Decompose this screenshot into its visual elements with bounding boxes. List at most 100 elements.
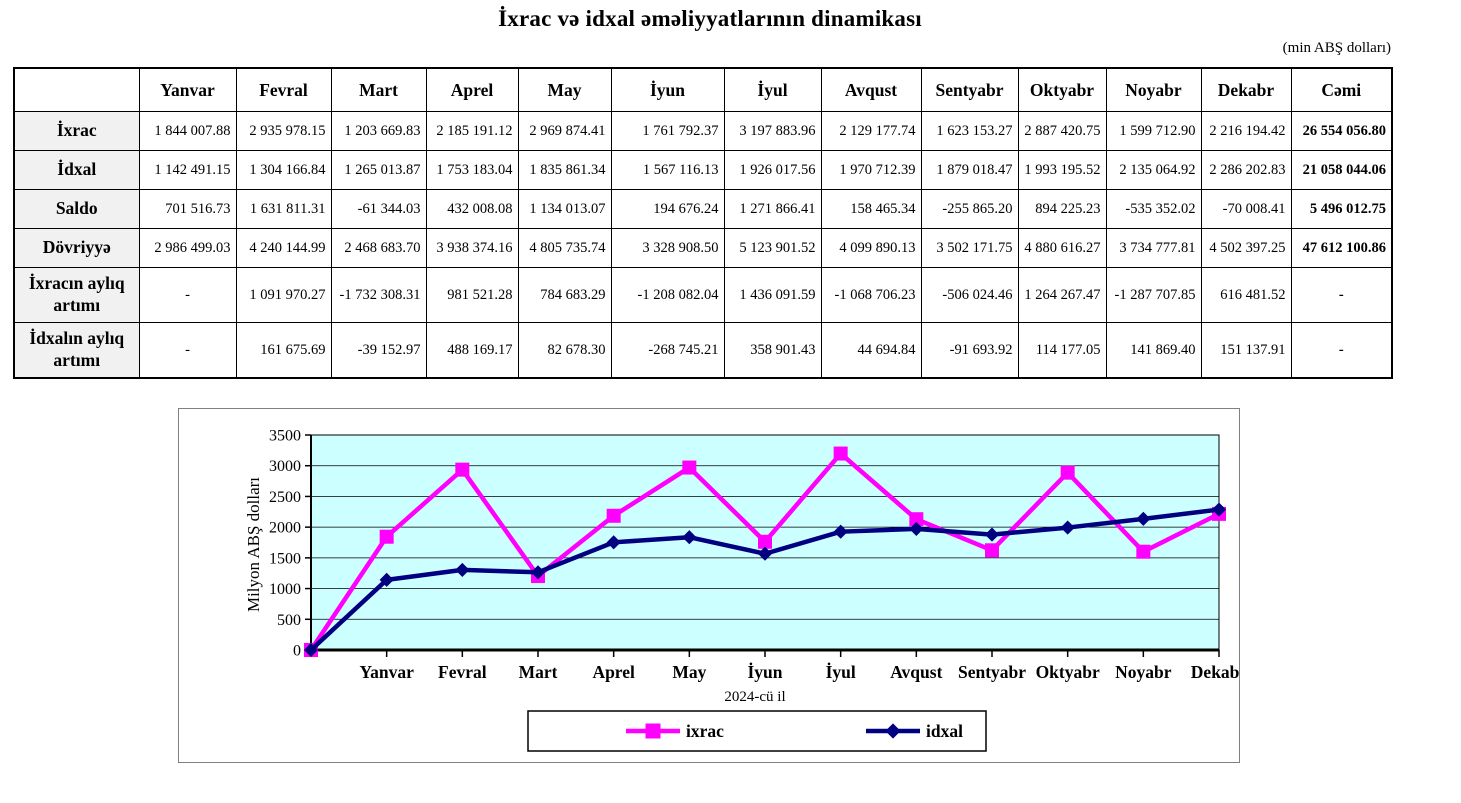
column-header: Cəmi — [1290, 67, 1393, 112]
table-cell: 2 468 683.70 — [330, 228, 427, 268]
table-cell: 3 502 171.75 — [920, 228, 1019, 268]
table-cell: 1 265 013.87 — [330, 150, 427, 190]
idxal-marker — [1211, 502, 1227, 517]
idxal-marker — [379, 572, 394, 587]
y-tick-label: 3500 — [269, 428, 301, 445]
table-cell: 4 880 616.27 — [1017, 228, 1107, 268]
data-table: Yanvar Fevral Mart Aprel May İyun İyul Avqust Se… — [13, 67, 1393, 379]
row-label: İxracın aylıq artımı — [13, 267, 140, 323]
table-cell: 3 328 908.50 — [610, 228, 725, 268]
row-total-cell: 47 612 100.86 — [1290, 228, 1393, 268]
table-cell: -1 287 707.85 — [1105, 267, 1202, 323]
column-header: Dekabr — [1200, 67, 1292, 112]
table-cell: 114 177.05 — [1017, 322, 1107, 379]
column-header: Oktyabr — [1017, 67, 1107, 112]
ixrac-marker — [1060, 465, 1075, 480]
table-cell: - — [138, 322, 237, 379]
table-cell: 2 887 420.75 — [1017, 111, 1107, 151]
table-cell: 1 142 491.15 — [138, 150, 237, 190]
table-cell: 1 203 669.83 — [330, 111, 427, 151]
table-cell: -91 693.92 — [920, 322, 1019, 379]
table-cell: 1 879 018.47 — [920, 150, 1019, 190]
table-row: Dövriyyə 2 986 499.03 4 240 144.99 2 468 68… — [13, 228, 1393, 268]
column-header: Noyabr — [1105, 67, 1202, 112]
y-tick-label: 3000 — [269, 458, 301, 475]
row-label: Saldo — [13, 189, 140, 229]
table-body: İxrac 1 844 007.88 2 935 978.15 1 203 669.8… — [13, 111, 1393, 379]
table-cell: 488 169.17 — [425, 322, 519, 379]
table-cell: 3 734 777.81 — [1105, 228, 1202, 268]
ixrac-marker — [379, 529, 394, 544]
y-tick-label: 2000 — [269, 520, 301, 537]
table-cell: 1 835 861.34 — [517, 150, 612, 190]
idxal-marker — [1060, 520, 1075, 535]
legend-label-idxal: idxal — [926, 721, 963, 741]
legend-marker-idxal — [885, 723, 901, 739]
column-header: Sentyabr — [920, 67, 1019, 112]
chart-panel: 0 500 1000 1500 2000 2500 3000 3500 Yanvar Fevral… — [178, 408, 1240, 763]
row-total-cell: 26 554 056.80 — [1290, 111, 1393, 151]
x-tick-label: Oktyabr — [1036, 662, 1100, 682]
idxal-marker — [757, 546, 773, 561]
column-header: Mart — [330, 67, 427, 112]
row-total-cell: 21 058 044.06 — [1290, 150, 1393, 190]
y-tick-label: 500 — [277, 612, 301, 629]
table-cell: 5 123 901.52 — [723, 228, 822, 268]
legend-marker-ixrac — [645, 723, 661, 739]
table-cell: 82 678.30 — [517, 322, 612, 379]
legend-label-ixrac: ixrac — [686, 721, 724, 741]
idxal-marker — [1136, 511, 1151, 526]
table-cell: 1 993 195.52 — [1017, 150, 1107, 190]
table-cell: 3 197 883.96 — [723, 111, 822, 151]
table-cell: -255 865.20 — [920, 189, 1019, 229]
ixrac-marker — [1136, 544, 1151, 559]
table-cell: 894 225.23 — [1017, 189, 1107, 229]
table-cell: 4 240 144.99 — [235, 228, 332, 268]
x-tick-label: Fevral — [438, 662, 487, 682]
table-cell: 2 129 177.74 — [820, 111, 922, 151]
row-total-cell: - — [1290, 267, 1393, 323]
table-cell: -535 352.02 — [1105, 189, 1202, 229]
column-header: Yanvar — [138, 67, 237, 112]
table-cell: 1 631 811.31 — [235, 189, 332, 229]
row-label: İdxalın aylıq artımı — [13, 322, 140, 379]
ixrac-marker — [909, 512, 924, 527]
column-header: Avqust — [820, 67, 922, 112]
table-cell: 2 185 191.12 — [425, 111, 519, 151]
table-head: Yanvar Fevral Mart Aprel May İyun İyul Avqust Se… — [13, 67, 1393, 112]
ixrac-marker — [985, 543, 999, 558]
idxal-marker — [303, 642, 319, 658]
y-tick-label: 0 — [293, 643, 301, 660]
table-cell: -506 024.46 — [920, 267, 1019, 323]
table-cell: -39 152.97 — [330, 322, 427, 379]
column-header: İyul — [723, 67, 822, 112]
table-row: İxrac 1 844 007.88 2 935 978.15 1 203 669.8… — [13, 111, 1393, 151]
table-cell: 4 099 890.13 — [820, 228, 922, 268]
idxal-marker — [833, 524, 848, 539]
column-header: İyun — [610, 67, 725, 112]
table-cell: 981 521.28 — [425, 267, 519, 323]
line-chart: 0 500 1000 1500 2000 2500 3000 3500 Yanvar Fevral… — [244, 428, 1239, 752]
idxal-marker — [530, 565, 546, 580]
idxal-marker — [606, 535, 621, 550]
table-cell: -1 208 082.04 — [610, 267, 725, 323]
table-cell: 432 008.08 — [425, 189, 519, 229]
table-cell: 358 901.43 — [723, 322, 822, 379]
y-tick-label: 1500 — [269, 550, 301, 567]
idxal-marker — [455, 562, 470, 577]
y-tick-label: 1000 — [269, 581, 301, 598]
table-cell: 1 623 153.27 — [920, 111, 1019, 151]
y-tick-label: 2500 — [269, 489, 301, 506]
table-cell: 2 969 874.41 — [517, 111, 612, 151]
table-cell: 1 761 792.37 — [610, 111, 725, 151]
table-cell: 2 135 064.92 — [1105, 150, 1202, 190]
table-cell: 784 683.29 — [517, 267, 612, 323]
idxal-marker — [984, 527, 1000, 542]
table-wrap: Yanvar Fevral Mart Aprel May İyun İyul Avqust Se… — [13, 67, 1393, 379]
x-tick-label: Sentyabr — [958, 662, 1026, 682]
column-header: May — [517, 67, 612, 112]
ixrac-marker — [758, 534, 772, 549]
x-tick-label: May — [672, 662, 706, 682]
table-cell: 701 516.73 — [138, 189, 237, 229]
table-cell: 2 986 499.03 — [138, 228, 237, 268]
